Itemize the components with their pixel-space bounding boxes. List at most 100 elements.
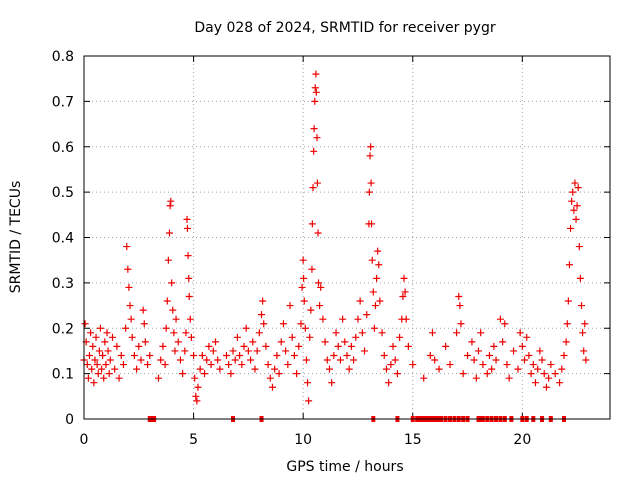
data-point: [580, 347, 588, 355]
data-point: [298, 283, 306, 291]
y-axis-label: SRMTID / TECUs: [8, 181, 24, 294]
data-point: [94, 370, 102, 378]
data-point: [312, 88, 320, 96]
data-point: [367, 143, 375, 151]
y-tick-label: 0.7: [52, 94, 74, 110]
data-point: [266, 374, 274, 382]
data-point: [402, 315, 410, 323]
y-tick-label: 0.4: [52, 231, 74, 247]
data-point: [363, 311, 371, 319]
data-point: [166, 202, 174, 210]
data-point: [490, 342, 498, 350]
data-point: [290, 351, 298, 359]
data-point: [301, 324, 309, 332]
data-point: [119, 361, 127, 369]
data-point: [259, 297, 267, 305]
data-point: [442, 342, 450, 350]
data-point: [501, 320, 509, 328]
data-point: [378, 329, 386, 337]
data-point: [323, 356, 331, 364]
data-point: [505, 374, 513, 382]
data-point: [523, 333, 531, 341]
data-point: [233, 333, 241, 341]
data-point: [140, 320, 148, 328]
data-point: [282, 347, 290, 355]
data-point: [343, 351, 351, 359]
data-points: [80, 70, 590, 422]
data-point: [339, 315, 347, 323]
data-point: [137, 356, 145, 364]
data-point: [420, 374, 428, 382]
data-point: [365, 188, 373, 196]
data-point: [582, 356, 590, 364]
data-point: [117, 351, 125, 359]
data-point: [201, 370, 209, 378]
data-point: [260, 320, 268, 328]
data-point: [113, 342, 121, 350]
data-point: [159, 342, 167, 350]
data-point: [304, 379, 312, 387]
data-point: [144, 361, 152, 369]
data-point: [242, 324, 250, 332]
data-point: [376, 297, 384, 305]
data-point: [306, 333, 314, 341]
data-point: [426, 351, 434, 359]
data-point: [249, 338, 257, 346]
data-point: [216, 365, 224, 373]
data-point: [468, 338, 476, 346]
data-point: [350, 356, 358, 364]
data-point: [568, 197, 576, 205]
data-point: [341, 338, 349, 346]
data-point: [400, 274, 408, 282]
data-point: [284, 361, 292, 369]
plot-frame: [83, 55, 611, 420]
data-point: [309, 184, 317, 192]
data-point: [571, 179, 579, 187]
data-point: [101, 338, 109, 346]
data-point: [222, 351, 230, 359]
data-point: [527, 370, 535, 378]
data-point: [279, 320, 287, 328]
data-point: [575, 243, 583, 251]
data-point: [334, 342, 342, 350]
data-point: [385, 379, 393, 387]
data-point: [573, 202, 581, 210]
data-point: [560, 351, 568, 359]
data-point: [247, 356, 255, 364]
data-point: [182, 329, 190, 337]
data-point: [525, 351, 533, 359]
data-point: [162, 324, 170, 332]
data-point: [183, 224, 191, 232]
data-point: [464, 351, 472, 359]
data-point: [456, 302, 464, 310]
data-point: [488, 365, 496, 373]
data-point: [428, 329, 436, 337]
data-point: [87, 329, 95, 337]
data-point: [169, 306, 177, 314]
data-point: [236, 351, 244, 359]
data-point: [192, 392, 200, 400]
data-point: [396, 333, 404, 341]
data-point: [332, 329, 340, 337]
data-point: [275, 370, 283, 378]
data-point: [90, 379, 98, 387]
data-point: [100, 374, 108, 382]
data-point: [133, 365, 141, 373]
data-point: [183, 215, 191, 223]
data-point: [123, 243, 131, 251]
data-point: [352, 333, 360, 341]
data-point: [186, 315, 194, 323]
data-point: [179, 370, 187, 378]
data-point: [308, 265, 316, 273]
data-point: [479, 361, 487, 369]
data-point: [409, 361, 417, 369]
data-point: [380, 351, 388, 359]
data-point: [374, 247, 382, 255]
data-point: [401, 288, 409, 296]
data-point: [336, 356, 344, 364]
data-point: [485, 351, 493, 359]
data-point: [317, 283, 325, 291]
data-point: [193, 397, 201, 405]
data-point: [435, 365, 443, 373]
